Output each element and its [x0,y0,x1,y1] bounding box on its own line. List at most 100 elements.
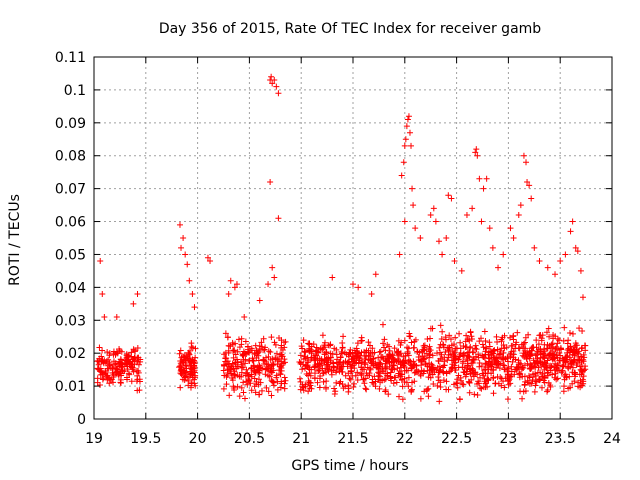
data-point [177,384,184,391]
data-point [446,346,453,353]
data-point [394,365,401,372]
data-point [234,356,241,363]
data-point [517,202,524,209]
data-point [571,356,578,363]
data-point [469,205,476,212]
data-point [507,334,514,341]
data-point [578,353,585,360]
x-tick-label: 22 [396,431,414,447]
data-point [439,251,446,258]
data-point [322,357,329,364]
data-point [178,354,185,361]
data-point [191,376,198,383]
data-point [454,376,461,383]
x-tick-label: 23 [499,431,517,447]
data-point [471,369,478,376]
data-point [474,392,481,399]
data-point [238,384,245,391]
data-point [509,358,516,365]
data-point [271,274,278,281]
data-point [558,369,565,376]
data-point [319,332,326,339]
data-point [430,205,437,212]
data-point [442,349,449,356]
data-point [265,348,272,355]
data-point [381,344,388,351]
data-point [277,384,284,391]
data-point [476,363,483,370]
data-point [399,376,406,383]
data-point [499,334,506,341]
data-point [353,359,360,366]
data-point [472,149,479,156]
data-point [492,380,499,387]
data-point [410,202,417,209]
data-point [473,346,480,353]
data-point [326,342,333,349]
data-point [254,349,261,356]
data-point [404,116,411,123]
data-point [420,355,427,362]
data-point [331,385,338,392]
data-point [489,244,496,251]
data-point [574,248,581,255]
data-point [452,367,459,374]
data-point [238,373,245,380]
data-point [377,365,384,372]
data-point [478,218,485,225]
data-point [523,356,530,363]
data-point [360,376,367,383]
data-point [469,365,476,372]
data-point [505,368,512,375]
data-point [207,258,214,265]
data-point [547,383,554,390]
data-point [514,329,521,336]
data-point [568,346,575,353]
data-point [231,347,238,354]
data-point [426,360,433,367]
data-point [536,258,543,265]
data-point [405,367,412,374]
data-point [538,384,545,391]
data-point [184,261,191,268]
data-point [420,370,427,377]
data-point [192,345,199,352]
data-point [572,244,579,251]
data-point [296,359,303,366]
x-tick-label: 21.5 [337,431,368,447]
data-point [490,347,497,354]
data-point [185,377,192,384]
data-point [538,337,545,344]
axis-ticks [93,56,613,420]
data-point [557,352,564,359]
data-point [466,354,473,361]
data-point [112,351,119,358]
data-point [302,381,309,388]
data-point [402,136,409,143]
data-point [491,347,498,354]
data-point [179,370,186,377]
data-point [439,368,446,375]
y-tick-label: 0.11 [55,50,86,66]
data-point [569,330,576,337]
data-point [351,347,358,354]
data-point [329,274,336,281]
data-point [543,345,550,352]
data-point [99,347,106,354]
data-point [125,352,132,359]
data-point [456,396,463,403]
data-point [549,371,556,378]
data-point [366,353,373,360]
data-point [423,387,430,394]
data-point [510,348,517,355]
data-point [347,376,354,383]
data-point [415,368,422,375]
data-point [419,348,426,355]
x-tick-label: 20.5 [234,431,265,447]
data-point [231,387,238,394]
data-point [376,369,383,376]
data-point [482,338,489,345]
data-point [515,357,522,364]
data-point [397,361,404,368]
data-point [520,365,527,372]
